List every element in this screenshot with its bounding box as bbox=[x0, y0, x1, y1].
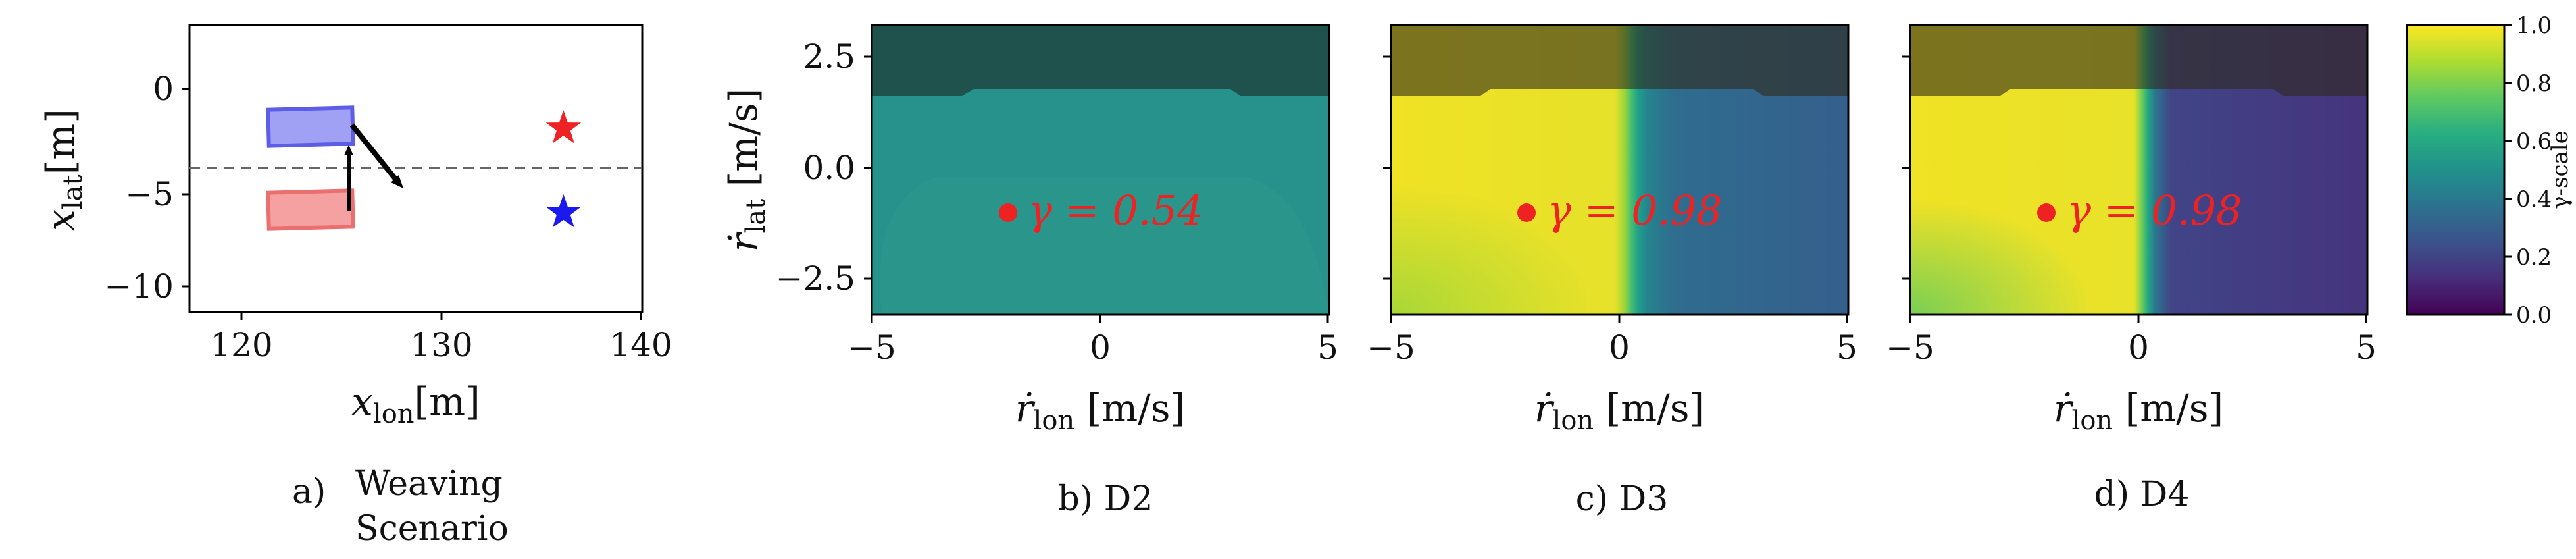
panel-b-gamma-label: γ = 0.54 bbox=[1028, 186, 1203, 234]
panel-a-ylabel: xlat[m] bbox=[38, 109, 88, 231]
colorbar-label: γ-scale bbox=[2547, 130, 2573, 209]
panel-d-caption: d) D4 bbox=[2094, 475, 2190, 514]
panel-a-xlabel: xlon[m] bbox=[351, 379, 480, 429]
panel-d-dark-band bbox=[1910, 25, 2367, 96]
colorbar-tick-5: 0.0 bbox=[2516, 302, 2552, 329]
panel-c-dark-band bbox=[1391, 25, 1848, 96]
panel-a-caption-letter: a) bbox=[292, 472, 326, 512]
panel-c-xtick-1: 0 bbox=[1609, 329, 1630, 367]
panel-a-xtick-2: 140 bbox=[609, 326, 672, 364]
panel-b-heatmap-d2: γ = 0.54 bbox=[871, 24, 1330, 316]
goal-star-blue bbox=[545, 194, 581, 228]
panel-d-xtick-0: −5 bbox=[1886, 329, 1934, 367]
panel-c-gamma-label: γ = 0.98 bbox=[1547, 186, 1722, 234]
panel-b-ylabel: ṙlat [m/s] bbox=[721, 88, 771, 252]
colorbar-tick-3: 0.4 bbox=[2516, 186, 2552, 213]
panel-a-ytick-0: 0 bbox=[153, 70, 174, 108]
panel-c-caption: c) D3 bbox=[1576, 479, 1669, 519]
panel-b-xtick-0: −5 bbox=[847, 329, 896, 367]
heatmap-ytick-labels: 2.5 0.0 −2.5 bbox=[776, 38, 1910, 298]
colorbar-tick-4: 0.2 bbox=[2516, 244, 2552, 271]
panel-a-weaving-scenario: 0 −5 −10 120 130 140 xlon[m] xlat[m] a) … bbox=[38, 24, 672, 548]
panel-c-xtick-2: 5 bbox=[1836, 329, 1857, 367]
colorbar-gradient bbox=[2406, 24, 2506, 316]
panel-d-xtick-1: 0 bbox=[2128, 329, 2149, 367]
panel-d-xtick-2: 5 bbox=[2356, 329, 2377, 367]
panel-a-xtick-0: 120 bbox=[210, 326, 272, 364]
vehicle-blue bbox=[266, 105, 355, 148]
panel-c-xlabel: ṙlon [m/s] bbox=[1534, 386, 1704, 436]
panel-c-xtick-0: −5 bbox=[1367, 329, 1415, 367]
colorbar: 1.0 0.8 0.6 0.4 0.2 0.0 γ-scale bbox=[2406, 13, 2573, 329]
panel-b-marker bbox=[999, 203, 1017, 222]
panel-a-caption-line2: Scenario bbox=[355, 509, 509, 548]
heatmap-ytick-2: −2.5 bbox=[776, 259, 855, 298]
lane-change-arrow bbox=[344, 145, 353, 211]
heatmap-xtick-labels: −5 0 5 −5 0 5 −5 0 5 bbox=[847, 315, 2377, 367]
panel-d-xlabel: ṙlon [m/s] bbox=[2054, 386, 2223, 436]
vehicle-red bbox=[266, 188, 355, 231]
trajectory-arrow bbox=[349, 123, 403, 188]
panel-a-xtick-1: 130 bbox=[410, 326, 472, 364]
panel-a-ytick-2: −10 bbox=[104, 267, 174, 306]
panel-b-dark-band bbox=[872, 25, 1329, 96]
panel-a-xticks: 120 130 140 bbox=[210, 312, 672, 364]
panel-d-marker bbox=[2037, 203, 2056, 222]
colorbar-tick-1: 0.8 bbox=[2516, 70, 2552, 97]
panel-a-ytick-1: −5 bbox=[125, 175, 174, 213]
colorbar-tick-0: 1.0 bbox=[2516, 13, 2552, 39]
panel-c-marker bbox=[1517, 203, 1536, 222]
panel-c-heatmap-d3: γ = 0.98 bbox=[1390, 24, 1850, 316]
panel-d-gamma-label: γ = 0.98 bbox=[2067, 186, 2242, 234]
goal-star-red bbox=[545, 110, 581, 144]
panel-b-xlabel: ṙlon [m/s] bbox=[1015, 386, 1185, 436]
panel-d-heatmap-d4: γ = 0.98 bbox=[1909, 24, 2369, 316]
panel-b-caption: b) D2 bbox=[1058, 479, 1153, 519]
panel-b-xtick-1: 0 bbox=[1090, 329, 1111, 367]
colorbar-ticks: 1.0 0.8 0.6 0.4 0.2 0.0 bbox=[2504, 13, 2552, 329]
panel-a-caption-line1: Weaving bbox=[355, 464, 503, 504]
panel-b-contour-band bbox=[880, 178, 1329, 315]
heatmap-ytick-0: 2.5 bbox=[803, 38, 855, 76]
panel-a-yticks: 0 −5 −10 bbox=[104, 70, 189, 306]
panel-b-xtick-2: 5 bbox=[1317, 329, 1338, 367]
colorbar-tick-2: 0.6 bbox=[2516, 128, 2552, 155]
heatmap-ytick-1: 0.0 bbox=[803, 149, 855, 187]
